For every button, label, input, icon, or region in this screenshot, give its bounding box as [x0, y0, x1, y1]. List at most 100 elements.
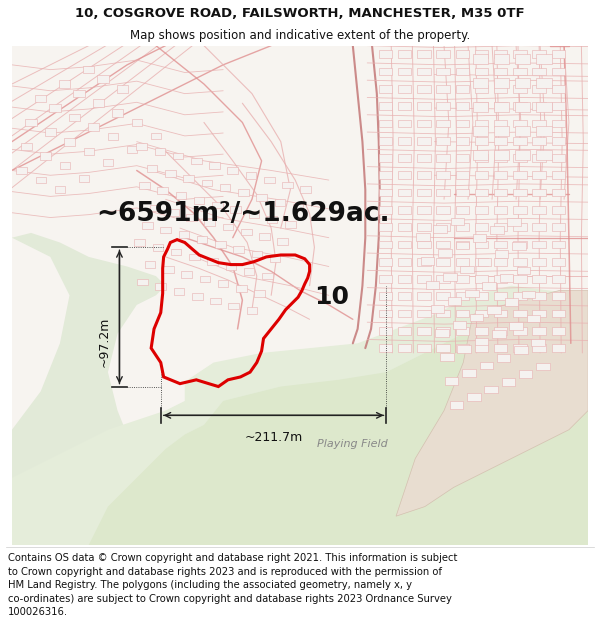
Bar [417, 223, 431, 231]
Bar [551, 68, 565, 76]
Bar [475, 327, 488, 334]
Bar [482, 282, 496, 289]
Bar [505, 298, 518, 306]
Bar [551, 137, 565, 144]
Bar [532, 119, 546, 127]
Bar [436, 171, 450, 179]
Bar [532, 85, 546, 92]
Bar [551, 51, 565, 58]
Bar [398, 85, 412, 92]
Bar [251, 251, 262, 258]
Bar [398, 292, 412, 300]
Bar [108, 134, 118, 140]
Bar [20, 142, 32, 150]
Bar [475, 85, 488, 92]
Bar [421, 257, 434, 264]
Bar [494, 102, 509, 112]
Text: ~211.7m: ~211.7m [244, 431, 303, 444]
Bar [532, 189, 546, 196]
Bar [455, 310, 469, 318]
Bar [151, 132, 161, 139]
Text: Map shows position and indicative extent of the property.: Map shows position and indicative extent… [130, 29, 470, 42]
Bar [417, 327, 431, 334]
Bar [473, 78, 488, 88]
Bar [264, 177, 275, 183]
Bar [494, 150, 509, 160]
Bar [532, 292, 546, 300]
Bar [84, 148, 94, 154]
Bar [475, 338, 488, 345]
Bar [494, 126, 509, 136]
Bar [142, 222, 152, 229]
Bar [494, 137, 508, 144]
Bar [494, 206, 508, 214]
Bar [532, 339, 545, 346]
Bar [398, 51, 412, 58]
Bar [513, 154, 527, 162]
Bar [455, 258, 469, 266]
Bar [475, 102, 488, 110]
Bar [417, 68, 431, 76]
Bar [379, 258, 392, 266]
Bar [494, 78, 509, 88]
Bar [455, 85, 469, 92]
Bar [379, 206, 392, 214]
Bar [210, 298, 221, 304]
Bar [301, 186, 311, 193]
Bar [248, 211, 259, 218]
Bar [532, 51, 546, 58]
Bar [495, 250, 508, 258]
Bar [457, 345, 471, 353]
Bar [455, 68, 469, 76]
Bar [275, 199, 285, 206]
Bar [267, 216, 277, 222]
Bar [436, 327, 450, 334]
Bar [551, 344, 565, 352]
Bar [551, 275, 565, 283]
Bar [220, 184, 230, 191]
Bar [417, 137, 431, 144]
Bar [532, 68, 546, 76]
Bar [470, 314, 484, 321]
Bar [473, 126, 488, 136]
Bar [455, 51, 469, 58]
Bar [417, 344, 431, 352]
Text: Contains OS data © Crown copyright and database right 2021. This information is : Contains OS data © Crown copyright and d… [8, 553, 457, 618]
Bar [189, 254, 200, 260]
Bar [532, 344, 546, 352]
Bar [209, 162, 220, 169]
Bar [551, 171, 565, 179]
Bar [509, 322, 523, 330]
Bar [513, 119, 527, 127]
Bar [475, 51, 488, 58]
Bar [259, 233, 270, 240]
Bar [445, 377, 458, 384]
Bar [436, 137, 450, 144]
Bar [168, 209, 179, 216]
Bar [137, 279, 148, 285]
Bar [379, 171, 392, 179]
Bar [436, 310, 450, 318]
Bar [436, 329, 449, 337]
Bar [262, 272, 272, 279]
Bar [475, 258, 488, 266]
Bar [455, 292, 469, 300]
Bar [494, 119, 508, 127]
Bar [73, 90, 85, 98]
Bar [379, 102, 392, 110]
Bar [460, 266, 474, 273]
Bar [247, 308, 257, 314]
Bar [16, 167, 27, 174]
Bar [436, 258, 450, 266]
Bar [513, 241, 527, 248]
Bar [398, 223, 412, 231]
Bar [230, 206, 241, 213]
Bar [551, 206, 565, 214]
Bar [515, 102, 530, 112]
Bar [181, 271, 192, 278]
Bar [191, 158, 202, 164]
Bar [174, 288, 184, 295]
Bar [551, 85, 565, 92]
Bar [448, 298, 461, 305]
Bar [532, 310, 546, 318]
